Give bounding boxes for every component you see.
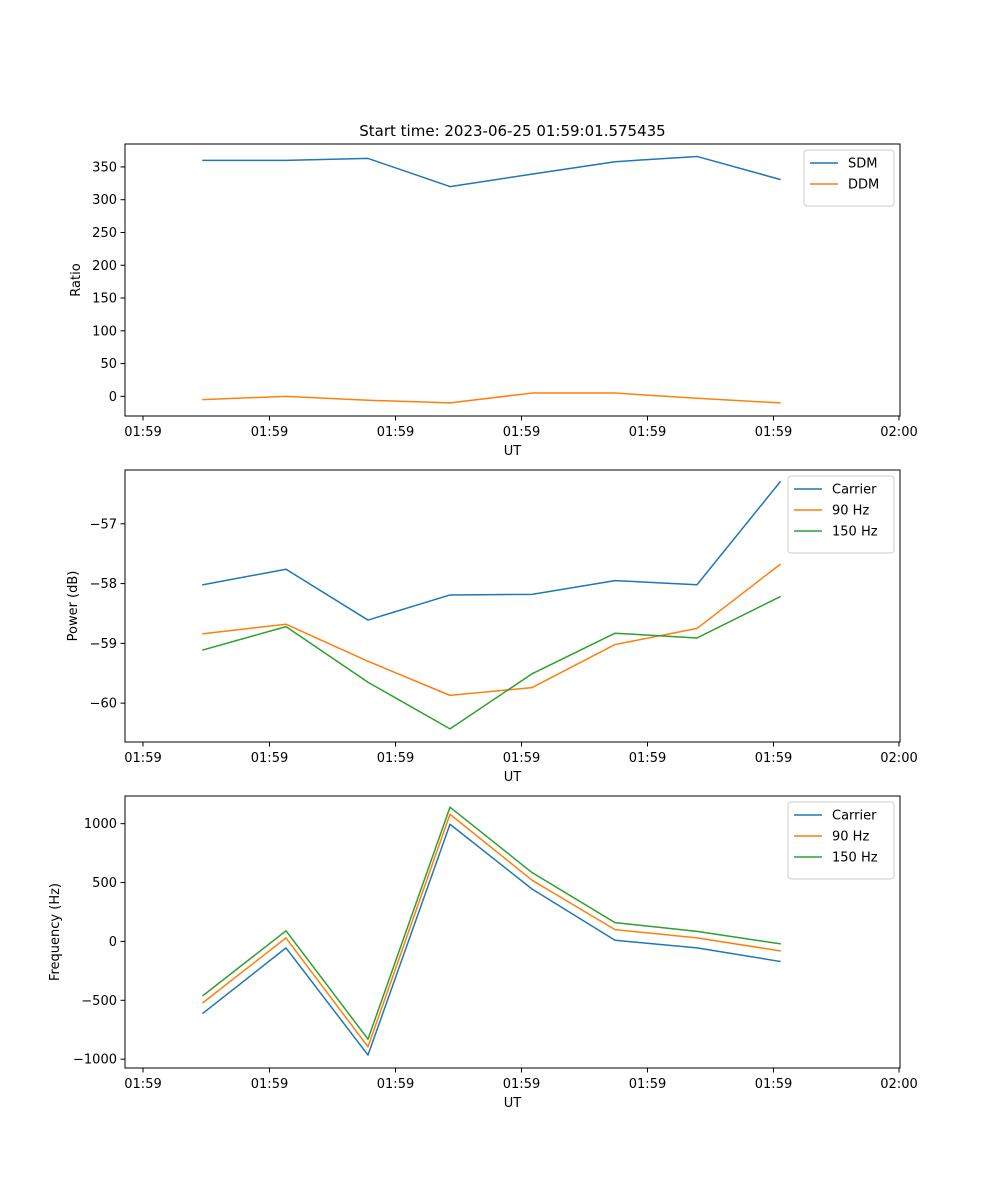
legend-label: 150 Hz [832, 851, 878, 866]
x-tick-label: 01:59 [629, 425, 666, 440]
legend-box [787, 475, 895, 554]
y-tick-label: 250 [92, 226, 117, 241]
y-tick-label: −60 [90, 697, 117, 712]
x-tick-label: 01:59 [251, 1077, 288, 1092]
y-tick-label: −500 [81, 994, 117, 1009]
legend-box [787, 801, 895, 880]
x-tick-label: 01:59 [377, 751, 414, 766]
x-tick-label: 01:59 [755, 751, 792, 766]
legend-label: Carrier [832, 483, 877, 498]
y-axis-label: Ratio [69, 263, 84, 296]
y-tick-label: 0 [109, 390, 117, 405]
axes-frame [124, 795, 901, 1069]
y-tick-label: 300 [92, 193, 117, 208]
x-tick-label: 01:59 [503, 751, 540, 766]
y-tick-label: −58 [90, 577, 117, 592]
legend-label: SDM [848, 157, 877, 172]
x-tick-label: 01:59 [124, 1077, 161, 1092]
legend-label: Carrier [832, 809, 877, 824]
legend-box [803, 149, 895, 207]
x-tick-label: 02:00 [880, 425, 917, 440]
y-tick-label: 1000 [84, 817, 117, 832]
y-tick-label: −57 [90, 517, 117, 532]
x-axis-label: UT [504, 444, 522, 459]
legend: SDM DDM [803, 149, 895, 207]
y-tick-label: 350 [92, 160, 117, 175]
legend: Carrier 90 Hz 150 Hz [787, 475, 895, 554]
series-line-150-hz [202, 595, 782, 730]
y-tick-label: 200 [92, 259, 117, 274]
x-tick-label: 01:59 [377, 425, 414, 440]
x-tick-label: 01:59 [377, 1077, 414, 1092]
y-axis-label: Power (dB) [66, 571, 81, 642]
x-tick-label: 01:59 [629, 1077, 666, 1092]
x-tick-label: 01:59 [629, 751, 666, 766]
series-line-150-hz [201, 806, 781, 1040]
x-tick-label: 01:59 [755, 1077, 792, 1092]
series-line-carrier [201, 823, 781, 1056]
legend-label: 90 Hz [832, 830, 869, 845]
x-axis-label: UT [504, 1096, 522, 1111]
y-tick-label: 100 [92, 324, 117, 339]
x-tick-label: 01:59 [251, 425, 288, 440]
legend-label: 90 Hz [832, 504, 869, 519]
series-line-90-hz [201, 813, 781, 1048]
y-tick-label: −59 [90, 637, 117, 652]
x-tick-label: 02:00 [880, 1077, 917, 1092]
x-tick-label: 02:00 [880, 751, 917, 766]
x-tick-label: 01:59 [755, 425, 792, 440]
subplot-3: 01:59 01:59 01:59 01:59 01:59 01:59 02:00 −1000… [48, 795, 918, 1111]
x-axis-label: UT [504, 770, 522, 785]
axes-frame [124, 469, 901, 743]
series-line-90-hz [202, 563, 782, 697]
x-tick-label: 01:59 [124, 751, 161, 766]
subplot-2: 01:59 01:59 01:59 01:59 01:59 01:59 02:00 −60 −5… [66, 469, 918, 785]
series-line-sdm [202, 155, 781, 188]
series-line-carrier [202, 480, 782, 621]
legend-label: 150 Hz [832, 525, 878, 540]
legend: Carrier 90 Hz 150 Hz [787, 801, 895, 880]
x-tick-label: 01:59 [124, 425, 161, 440]
figure-title: Start time: 2023-06-25 01:59:01.575435 [359, 122, 665, 140]
series-line-ddm [202, 392, 781, 404]
y-tick-label: 150 [92, 292, 117, 307]
y-tick-label: −1000 [73, 1053, 117, 1068]
axes-frame [124, 143, 901, 417]
subplot-1: 01:59 01:59 01:59 01:59 01:59 01:59 02:00 0 50 10… [69, 143, 918, 459]
x-tick-label: 01:59 [503, 425, 540, 440]
y-axis-label: Frequency (Hz) [48, 883, 63, 981]
y-tick-label: 50 [100, 357, 117, 372]
y-tick-label: 500 [92, 876, 117, 891]
x-tick-label: 01:59 [251, 751, 288, 766]
y-tick-label: 0 [109, 935, 117, 950]
x-tick-label: 01:59 [503, 1077, 540, 1092]
legend-label: DDM [848, 178, 879, 193]
